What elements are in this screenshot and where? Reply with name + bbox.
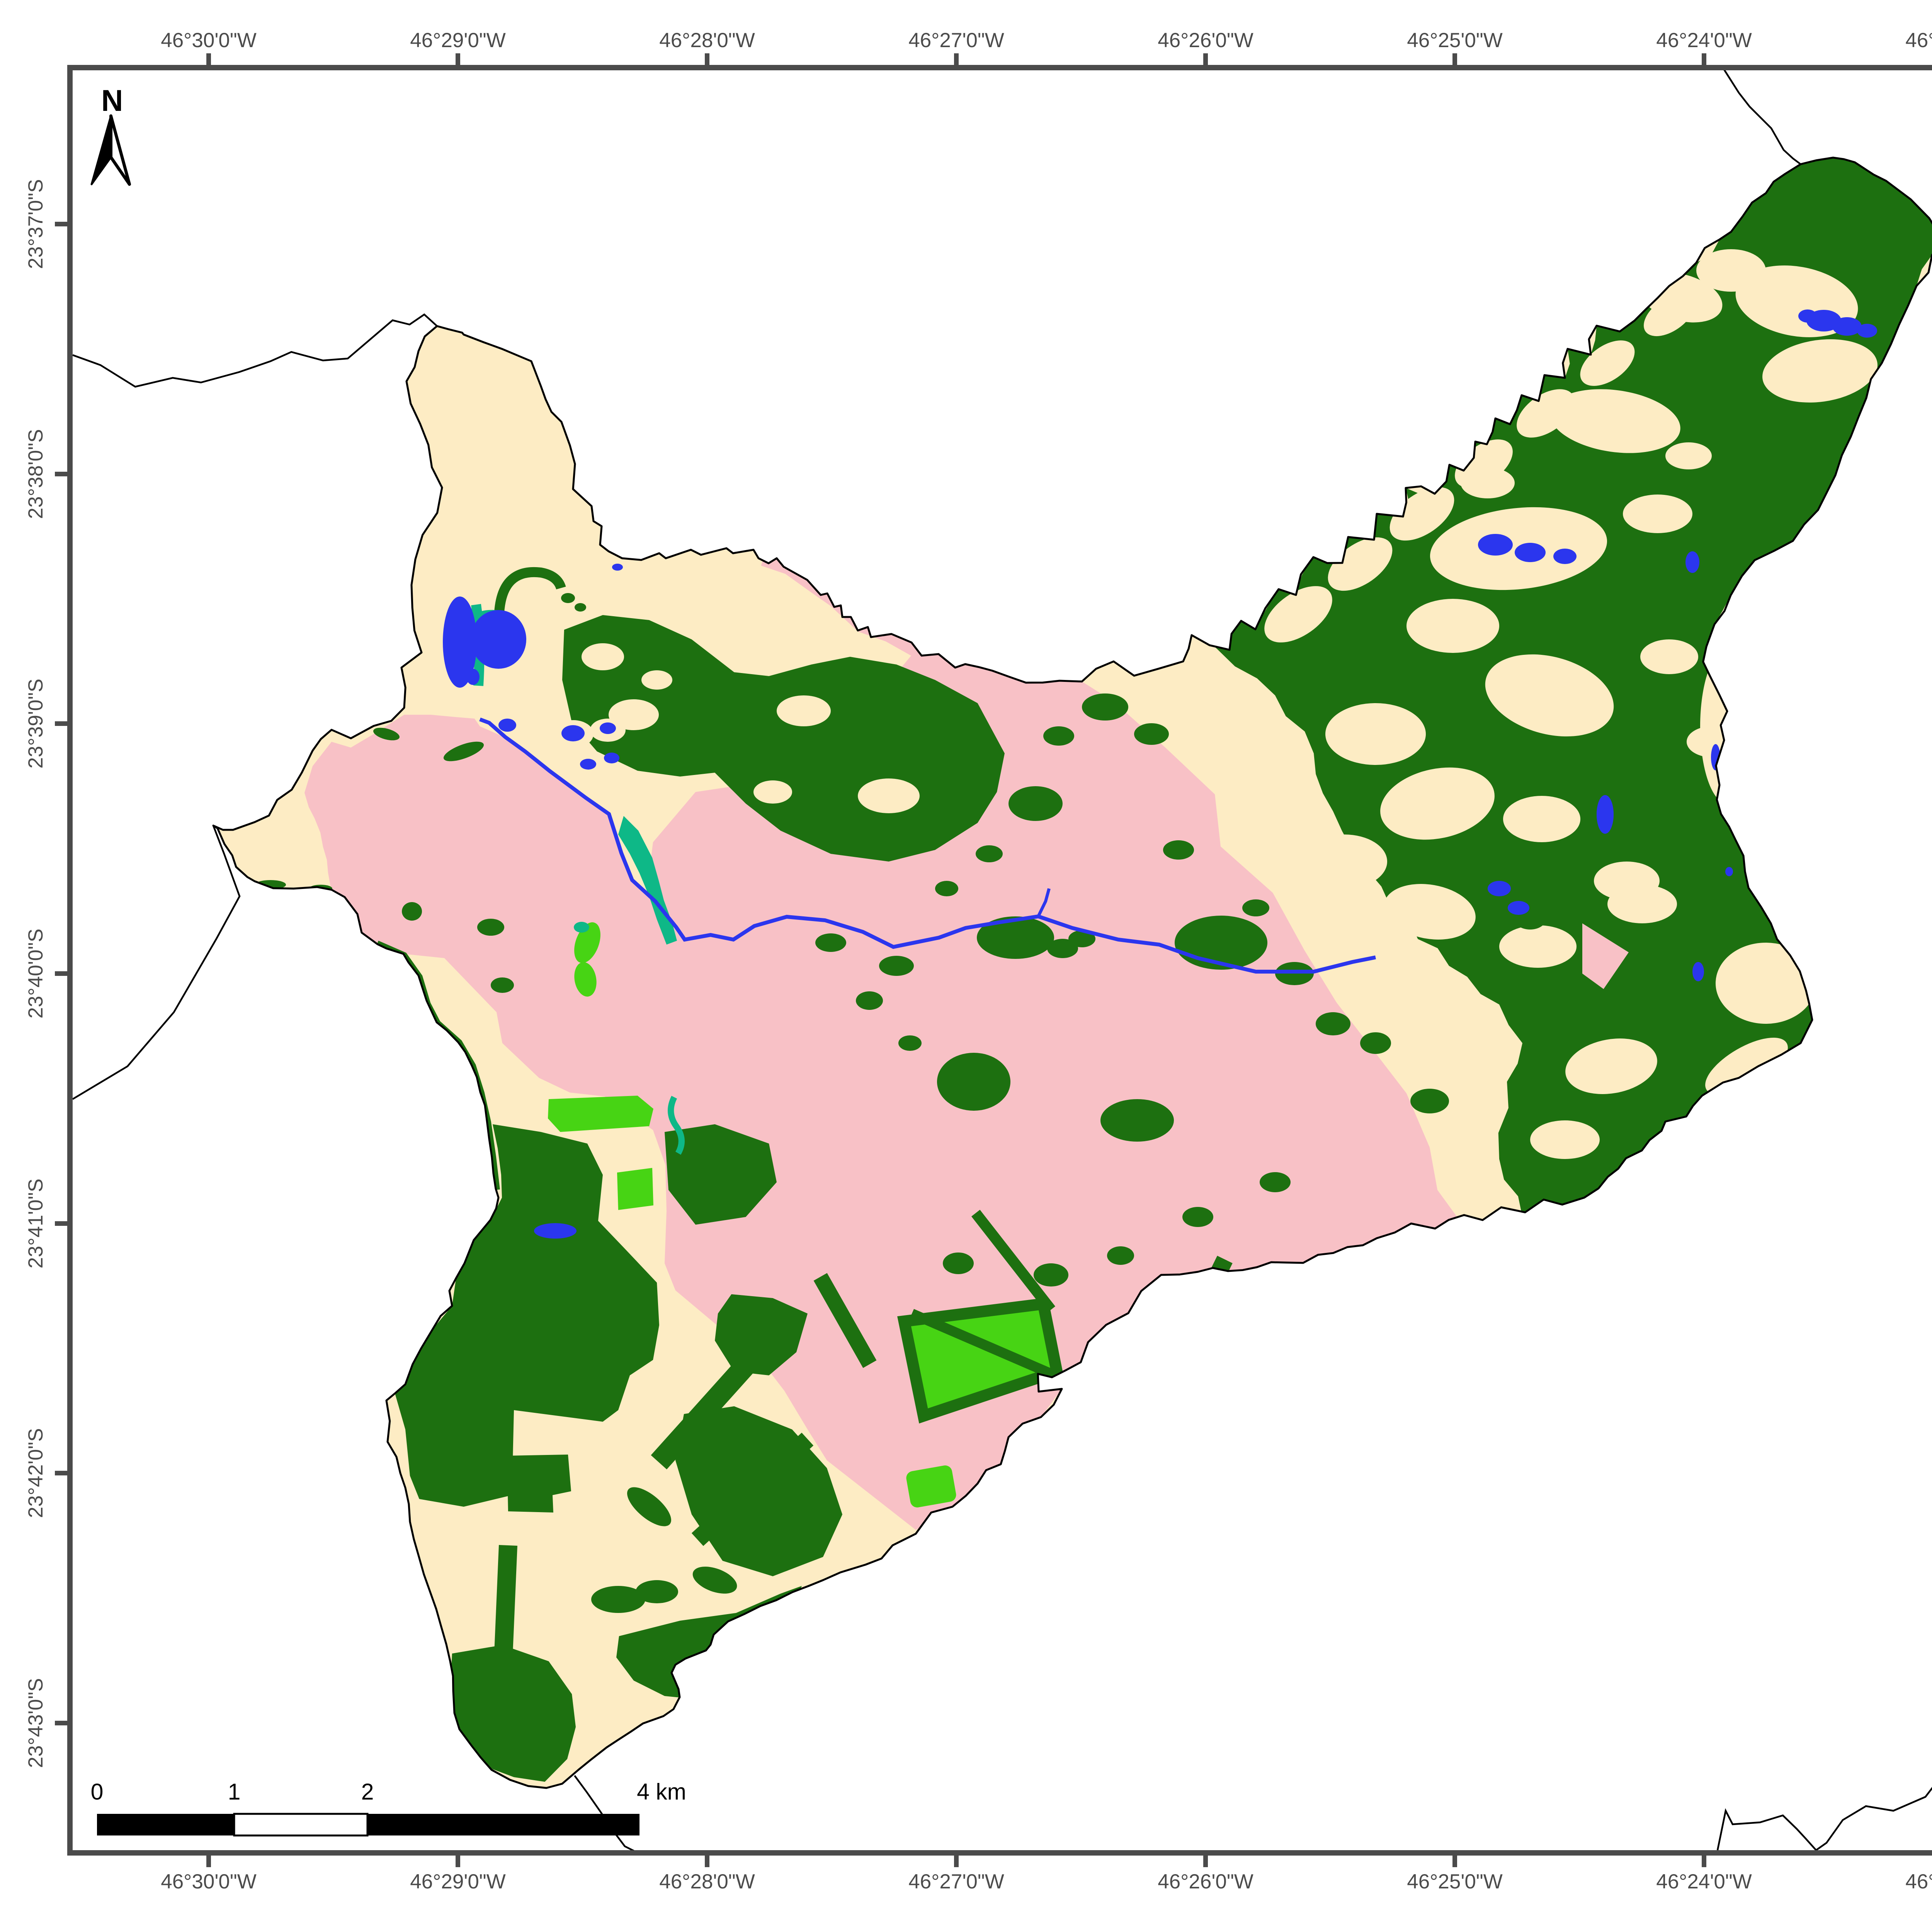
svg-text:46°30'0"W: 46°30'0"W [161,1870,257,1893]
svg-text:46°24'0"W: 46°24'0"W [1656,29,1752,52]
svg-text:23°40'0"S: 23°40'0"S [24,929,47,1019]
svg-text:46°24'0"W: 46°24'0"W [1656,1870,1752,1893]
svg-text:0: 0 [91,1779,104,1805]
svg-text:46°23'0"W: 46°23'0"W [1905,29,1932,52]
svg-text:1: 1 [228,1779,241,1805]
svg-text:46°23'0"W: 46°23'0"W [1905,1870,1932,1893]
svg-text:46°26'0"W: 46°26'0"W [1158,29,1253,52]
svg-text:46°27'0"W: 46°27'0"W [908,1870,1004,1893]
svg-text:23°41'0"S: 23°41'0"S [24,1179,47,1269]
svg-text:N: N [101,83,123,117]
svg-text:46°26'0"W: 46°26'0"W [1158,1870,1253,1893]
svg-text:23°43'0"S: 23°43'0"S [24,1678,47,1768]
svg-text:23°42'0"S: 23°42'0"S [24,1428,47,1518]
svg-text:46°25'0"W: 46°25'0"W [1407,1870,1503,1893]
svg-text:46°27'0"W: 46°27'0"W [908,29,1004,52]
svg-text:46°28'0"W: 46°28'0"W [659,1870,755,1893]
svg-text:46°28'0"W: 46°28'0"W [659,29,755,52]
svg-text:46°25'0"W: 46°25'0"W [1407,29,1503,52]
svg-text:46°29'0"W: 46°29'0"W [410,1870,506,1893]
svg-text:23°38'0"S: 23°38'0"S [24,429,47,519]
svg-text:2: 2 [361,1779,374,1805]
svg-text:23°37'0"S: 23°37'0"S [24,179,47,269]
svg-text:23°39'0"S: 23°39'0"S [24,679,47,769]
svg-text:4 km: 4 km [637,1779,686,1805]
svg-text:46°29'0"W: 46°29'0"W [410,29,506,52]
svg-text:46°30'0"W: 46°30'0"W [161,29,257,52]
